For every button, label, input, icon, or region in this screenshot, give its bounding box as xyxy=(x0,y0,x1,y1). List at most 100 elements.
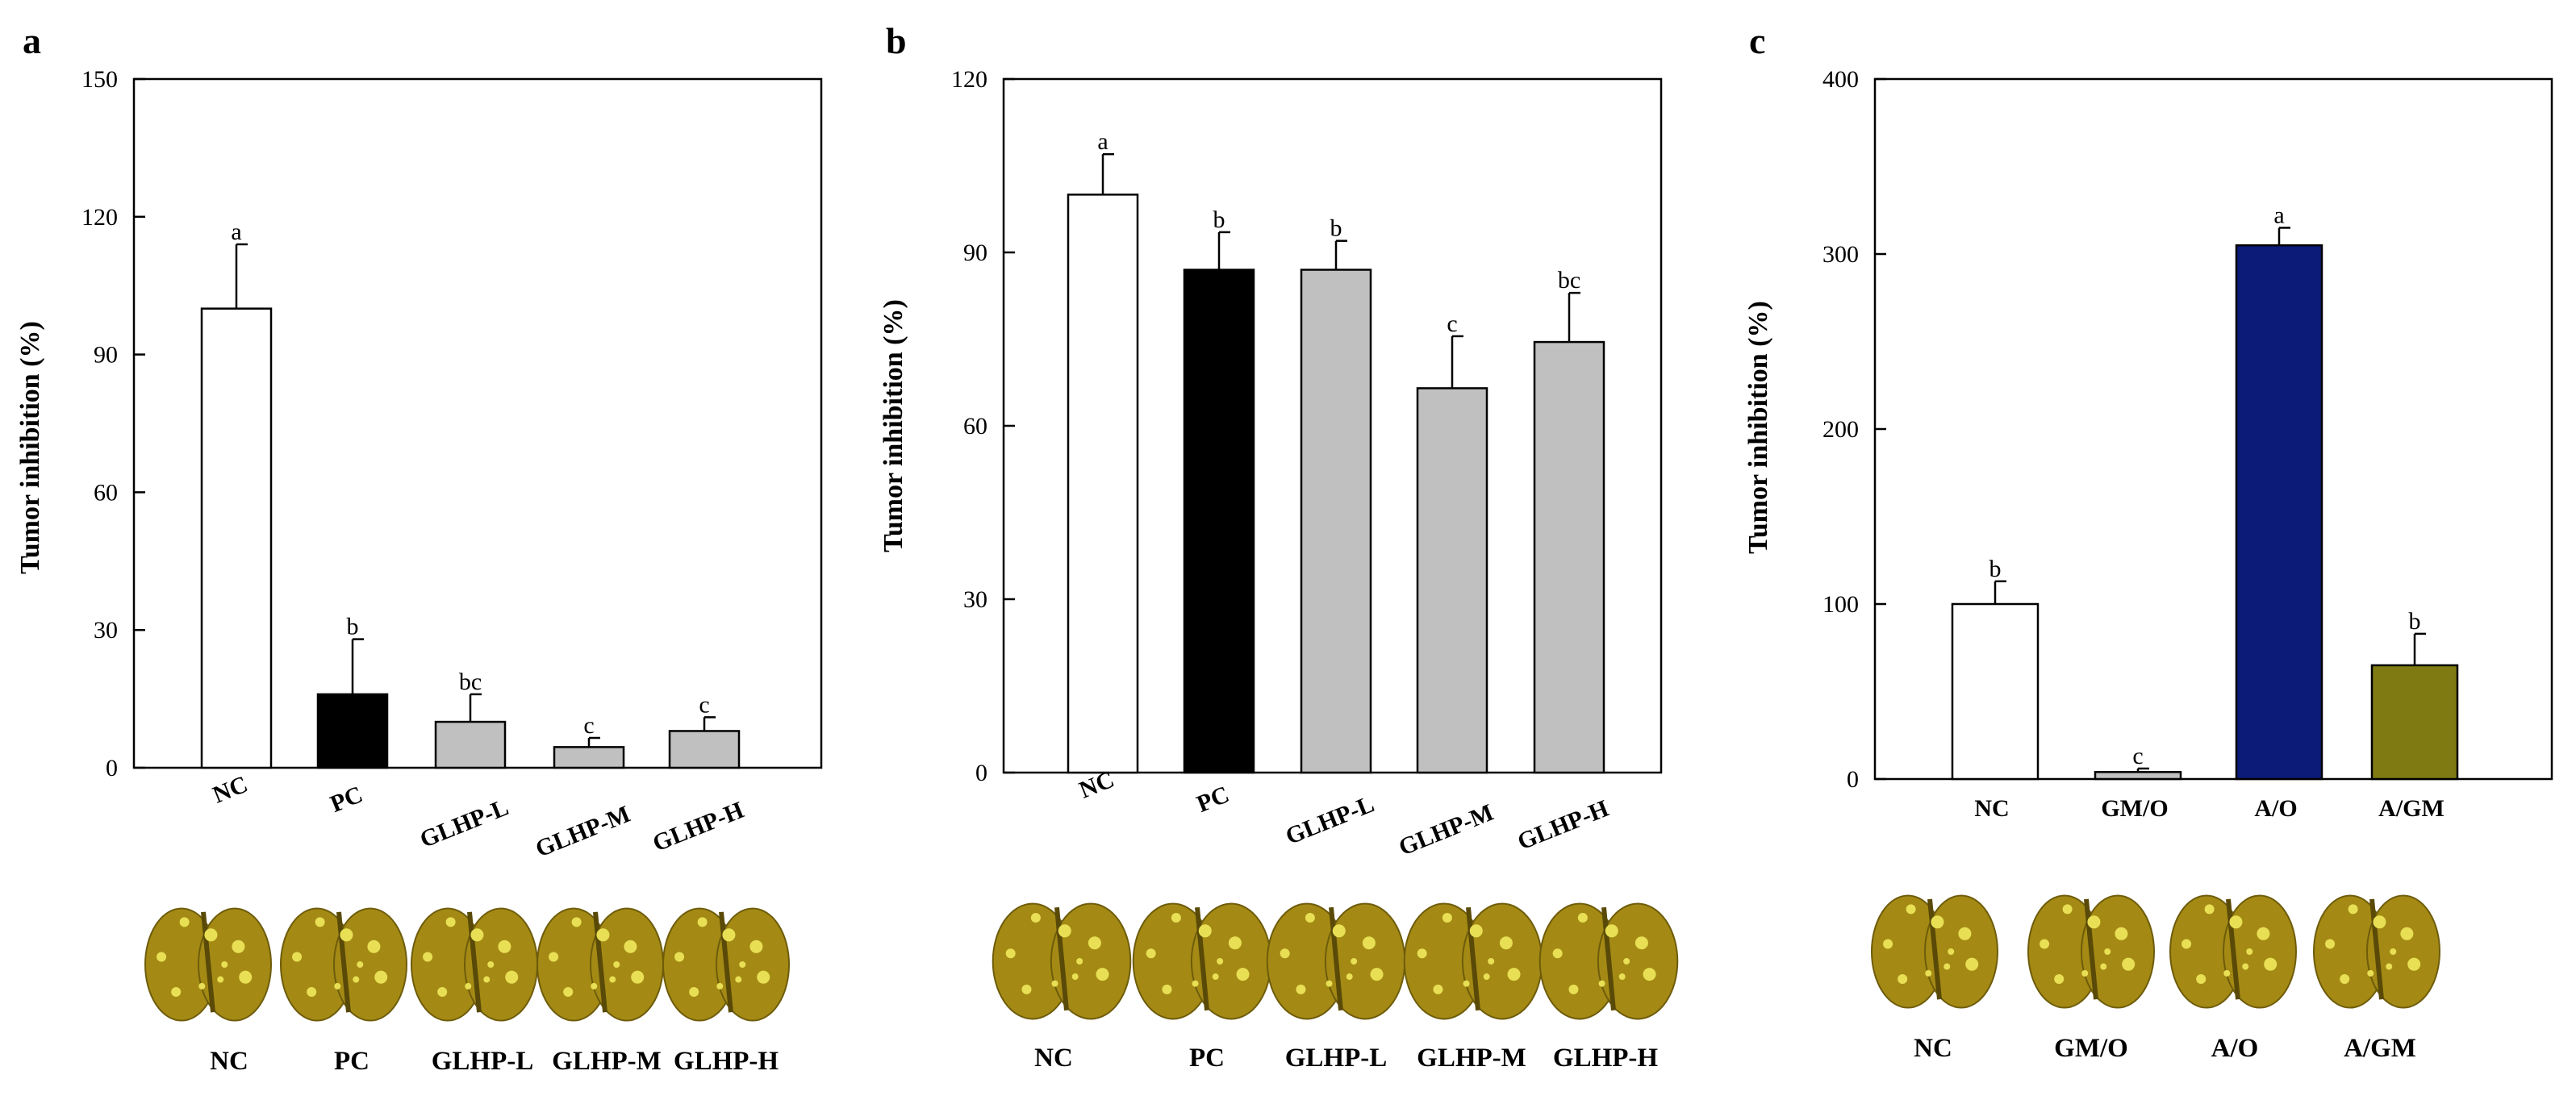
bar-pc xyxy=(1183,269,1255,774)
tumor-nodule xyxy=(2246,948,2253,955)
liver-center-line xyxy=(719,911,733,1013)
significance-letter: b xyxy=(347,614,359,640)
tumor-nodule xyxy=(357,961,364,968)
tumor-nodule xyxy=(445,917,456,927)
tumor-nodule xyxy=(591,982,598,990)
tumor-nodule xyxy=(1417,948,1427,959)
photo-label: NC xyxy=(1914,1034,1952,1063)
significance-letter: bc xyxy=(1558,267,1580,294)
tumor-nodule xyxy=(1598,980,1605,987)
panel-b: b 0 30 60 90 120 Tumor inhibition (%) a NC b PC b GL… xyxy=(879,20,1679,1073)
bar-glhp-h xyxy=(1533,340,1605,774)
tumor-nodule xyxy=(437,986,448,997)
tumor-nodule xyxy=(1883,939,1893,949)
photo-label: NC xyxy=(210,1047,248,1076)
tumor-nodule xyxy=(374,970,388,984)
tumor-nodule xyxy=(2390,948,2397,955)
tumor-nodule xyxy=(1280,948,1290,959)
bar-a-gm xyxy=(2370,664,2459,781)
tumor-nodule xyxy=(1305,912,1315,923)
tumor-nodule xyxy=(1635,936,1648,950)
tumor-nodule xyxy=(689,986,699,997)
tumor-nodule xyxy=(239,970,253,984)
bar-nc xyxy=(1067,194,1139,774)
y-tick-label: 300 xyxy=(1822,241,1859,268)
photo-label: GLHP-L xyxy=(432,1047,534,1076)
photo-label: NC xyxy=(1034,1044,1073,1073)
liver-center-line xyxy=(201,911,215,1013)
tumor-nodule xyxy=(1618,973,1626,981)
y-tick-label: 0 xyxy=(1847,766,1859,793)
tumor-nodule xyxy=(157,952,167,962)
y-tick-label: 90 xyxy=(963,240,987,266)
tumor-nodule xyxy=(2196,973,2207,984)
tumor-nodule xyxy=(1577,912,1588,923)
tumor-nodule xyxy=(631,970,645,984)
tumor-nodule xyxy=(1643,968,1656,981)
tumor-nodule xyxy=(1076,958,1083,965)
liver-photo xyxy=(1132,902,1272,1020)
tumor-nodule xyxy=(2040,939,2050,949)
y-axis-label: Tumor inhibition (%) xyxy=(1743,301,1773,554)
bar-gm-o xyxy=(2094,771,2182,781)
bar-glhp-l xyxy=(434,720,507,769)
tumor-nodule xyxy=(2340,973,2350,984)
tumor-nodule xyxy=(2348,904,2358,915)
tumor-nodule xyxy=(505,970,519,984)
y-tick-label: 200 xyxy=(1822,416,1859,443)
x-tick-label: GLHP-M xyxy=(532,801,634,863)
tumor-nodule xyxy=(2115,927,2128,940)
liver-center-line xyxy=(1466,906,1480,1011)
tumor-nodule xyxy=(2054,973,2065,984)
x-tick-label: PC xyxy=(327,781,366,818)
liver-center-line xyxy=(467,911,482,1013)
tumor-nodule xyxy=(1469,924,1483,938)
tumor-nodule xyxy=(232,940,245,953)
liver-center-line xyxy=(1329,906,1343,1011)
tumor-nodule xyxy=(2062,904,2073,915)
significance-letter: b xyxy=(1330,215,1342,242)
photo-label: GM/O xyxy=(2054,1034,2128,1063)
liver-photo xyxy=(992,902,1132,1020)
tumor-nodule xyxy=(2204,904,2215,915)
tumor-nodule xyxy=(1351,958,1358,965)
tumor-nodule xyxy=(749,940,763,953)
tumor-nodule xyxy=(2367,969,2374,977)
x-tick-label: GLHP-L xyxy=(416,794,512,853)
tumor-nodule xyxy=(171,986,182,997)
tumor-nodule xyxy=(2181,939,2192,949)
tumor-nodule xyxy=(353,976,360,983)
tumor-nodule xyxy=(315,917,325,927)
x-tick-label: GLHP-L xyxy=(1282,790,1378,850)
tumor-nodule xyxy=(2087,915,2101,929)
tumor-nodule xyxy=(2229,915,2243,929)
liver-center-line xyxy=(2369,898,2384,1000)
tumor-nodule xyxy=(1051,980,1058,987)
tumor-nodule xyxy=(1552,948,1563,959)
x-tick-label: GLHP-H xyxy=(1513,795,1612,856)
tumor-nodule xyxy=(2081,969,2089,977)
photo-label: GLHP-H xyxy=(1553,1044,1658,1073)
y-axis-label: Tumor inhibition (%) xyxy=(15,321,45,574)
tumor-nodule xyxy=(1326,980,1333,987)
tumor-nodule xyxy=(1488,958,1495,965)
tumor-nodule xyxy=(1212,973,1219,981)
tumor-nodule xyxy=(1965,957,1979,971)
photo-label: PC xyxy=(334,1047,369,1076)
y-tick-label: 120 xyxy=(81,204,118,231)
liver-photo xyxy=(2313,894,2440,1009)
tumor-nodule xyxy=(1021,984,1032,994)
tumor-nodule xyxy=(571,917,582,927)
significance-letter: a xyxy=(1097,128,1108,155)
tumor-nodule xyxy=(1346,973,1353,981)
bar-a-o xyxy=(2235,244,2323,781)
tumor-nodule xyxy=(1332,924,1346,938)
tumor-nodule xyxy=(2264,957,2277,971)
liver-center-line xyxy=(593,911,607,1013)
x-tick-label: PC xyxy=(1193,781,1233,818)
tumor-nodule xyxy=(1030,912,1041,923)
significance-letter: a xyxy=(231,219,241,245)
tumor-nodule xyxy=(1370,968,1384,981)
tumor-nodule xyxy=(1192,980,1199,987)
